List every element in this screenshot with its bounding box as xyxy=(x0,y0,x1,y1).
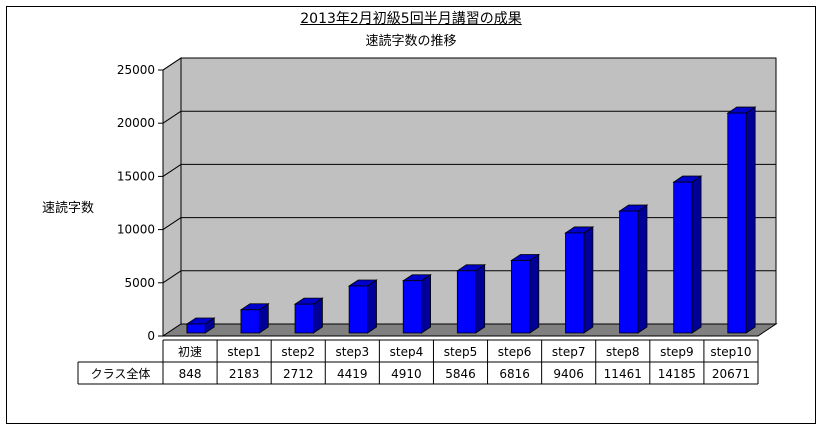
data-label: 2712 xyxy=(283,367,314,381)
bar-side xyxy=(529,253,540,334)
bar xyxy=(348,285,368,334)
chart-subtitle: 速読字数の推移 xyxy=(365,34,457,49)
x-tick-label: step10 xyxy=(710,345,751,359)
y-tick-label: 25000 xyxy=(117,63,155,77)
gridline-side xyxy=(162,270,182,284)
side-wall xyxy=(162,57,182,337)
bar-side xyxy=(421,274,432,334)
series-name: クラス全体 xyxy=(91,366,151,381)
chart-title: 2013年2月初級5回半月講習の成果 xyxy=(300,11,522,27)
bar-side xyxy=(475,264,486,334)
y-tick-label: 10000 xyxy=(117,223,155,237)
y-tick-label: 15000 xyxy=(117,169,155,183)
bar xyxy=(673,181,693,334)
data-label: 4910 xyxy=(391,367,422,381)
x-tick-label: step7 xyxy=(552,345,586,359)
gridline-side xyxy=(162,110,182,124)
bar-side xyxy=(367,279,377,334)
data-label: 14185 xyxy=(658,367,696,381)
y-tick-label: 5000 xyxy=(124,276,155,290)
data-label: 9406 xyxy=(553,367,584,381)
data-label: 2183 xyxy=(229,367,260,381)
data-label: 6816 xyxy=(499,367,530,381)
bar-side xyxy=(691,175,702,334)
bar xyxy=(240,309,260,334)
bar xyxy=(294,303,314,334)
bar-side xyxy=(583,226,594,334)
data-label: 11461 xyxy=(604,367,642,381)
bar xyxy=(186,323,206,334)
bar xyxy=(619,210,639,334)
x-tick-label: step5 xyxy=(444,345,478,359)
x-tick-label: 初速 xyxy=(178,345,202,359)
bar-side xyxy=(745,106,756,334)
bar xyxy=(727,112,747,334)
data-label: 4419 xyxy=(337,367,368,381)
y-tick-label: 0 xyxy=(147,329,155,343)
bar-side xyxy=(637,204,648,334)
data-label: 5846 xyxy=(445,367,476,381)
gridline-side xyxy=(162,217,182,231)
bar xyxy=(565,232,585,334)
data-label: 20671 xyxy=(712,367,750,381)
y-axis-label: 速読字数 xyxy=(42,201,95,216)
gridline-side xyxy=(162,163,182,177)
x-tick-label: step2 xyxy=(281,345,315,359)
gridline-side xyxy=(162,57,182,71)
x-tick-label: step4 xyxy=(390,345,424,359)
x-tick-label: step3 xyxy=(336,345,370,359)
x-tick-label: step9 xyxy=(660,345,694,359)
x-tick-label: step8 xyxy=(606,345,640,359)
x-tick-label: step1 xyxy=(227,345,261,359)
data-label: 848 xyxy=(179,367,202,381)
x-tick-label: step6 xyxy=(498,345,532,359)
y-tick-label: 20000 xyxy=(117,116,155,130)
bar xyxy=(456,270,477,334)
bar xyxy=(510,260,531,334)
bar xyxy=(402,280,423,334)
